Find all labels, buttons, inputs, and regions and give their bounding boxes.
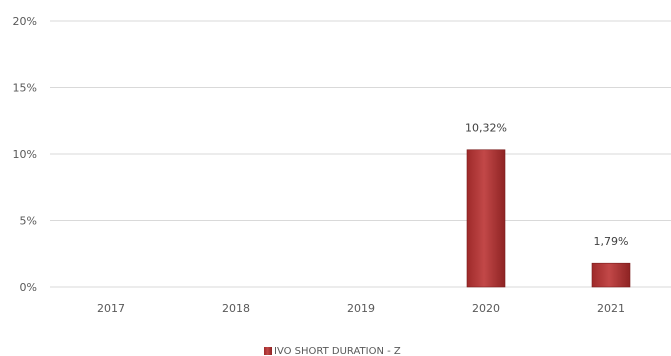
legend-label: IVO SHORT DURATION - Z	[274, 346, 401, 356]
data-label: 10,32%	[465, 122, 507, 135]
bars	[466, 149, 631, 288]
data-label: 1,79%	[594, 235, 629, 248]
x-tick-label: 2018	[222, 302, 250, 315]
x-tick-label: 2019	[347, 302, 375, 315]
bar	[466, 149, 506, 288]
y-axis-ticks: 0% 5% 10% 15% 20%	[13, 15, 37, 294]
y-tick-label: 20%	[13, 15, 37, 28]
data-labels: 10,32% 1,79%	[465, 122, 628, 248]
bar	[591, 262, 631, 288]
gridlines	[50, 20, 671, 288]
y-tick-label: 15%	[13, 82, 37, 95]
legend: IVO SHORT DURATION - Z	[264, 346, 401, 356]
x-tick-label: 2017	[97, 302, 125, 315]
y-tick-label: 5%	[20, 215, 37, 228]
x-tick-label: 2020	[472, 302, 500, 315]
legend-swatch	[264, 347, 272, 355]
x-tick-label: 2021	[597, 302, 625, 315]
y-tick-label: 0%	[20, 281, 37, 294]
y-tick-label: 10%	[13, 148, 37, 161]
x-axis-ticks: 2017 2018 2019 2020 2021	[97, 302, 625, 315]
